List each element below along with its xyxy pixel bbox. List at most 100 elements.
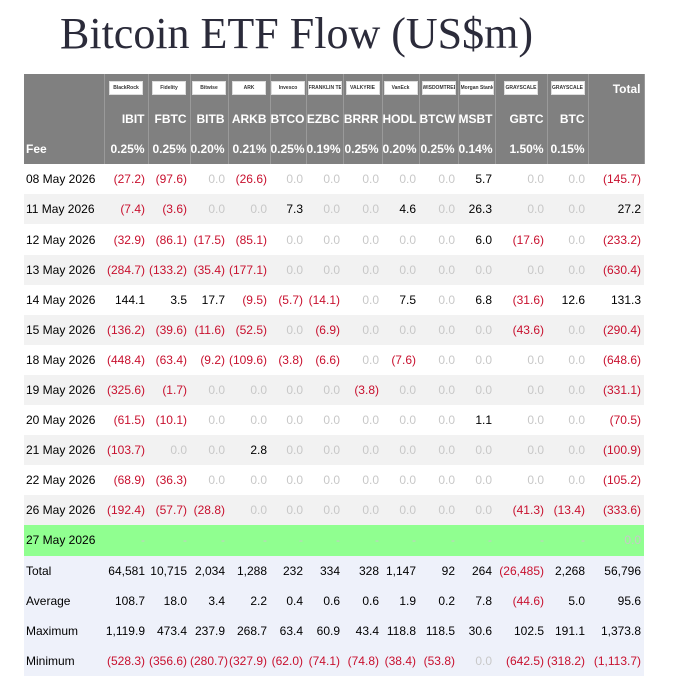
logo-cell: VanEck <box>382 74 420 105</box>
flow-value: - <box>547 525 588 556</box>
flow-value: (177.1) <box>228 254 270 285</box>
summary-value: (26,485) <box>495 555 547 586</box>
summary-value: 0.6 <box>343 585 382 616</box>
summary-value: (38.4) <box>382 645 419 676</box>
summary-value: (318.2) <box>547 645 588 676</box>
flow-value: (14.1) <box>306 284 343 315</box>
flow-value: 0.0 <box>306 224 343 255</box>
flow-value: 17.7 <box>190 284 228 315</box>
flow-value: 0.0 <box>458 374 495 406</box>
flow-value: 144.1 <box>104 284 148 315</box>
flow-value: (105.2) <box>588 465 644 496</box>
ticker: FBTC <box>148 104 191 135</box>
summary-value: 0.6 <box>306 585 343 616</box>
date: 27 May 2026 <box>24 525 104 556</box>
flow-row: 18 May 2026 (448.4) (63.4) (9.2) (109.6) (3.8… <box>24 344 644 375</box>
summary-label: Average <box>24 585 104 616</box>
flow-value: (36.3) <box>148 465 190 496</box>
logo-cell: Fidelity <box>148 74 191 105</box>
summary-value: 92 <box>419 555 458 586</box>
flow-value: 0.0 <box>458 435 495 466</box>
flow-value: 3.5 <box>148 284 190 315</box>
flow-value: 0.0 <box>458 254 495 285</box>
issuer-logo: Morgan Stanley <box>459 80 494 95</box>
flow-value: - <box>419 525 458 556</box>
corner-cell <box>24 74 105 105</box>
flow-value: (68.9) <box>104 465 148 496</box>
flow-value: (448.4) <box>104 344 148 375</box>
summary-value: 328 <box>343 555 382 586</box>
summary-value: (356.6) <box>148 645 190 676</box>
flow-value: 0.0 <box>270 374 306 406</box>
summary-value: 1,288 <box>228 555 270 586</box>
date: 22 May 2026 <box>24 465 104 496</box>
summary-value: 1,147 <box>382 555 419 586</box>
flow-value: 0.0 <box>343 465 382 496</box>
flow-value: (63.4) <box>148 344 190 375</box>
flow-value: 0.0 <box>495 164 547 195</box>
ticker: BITB <box>190 104 229 135</box>
flow-value: (100.9) <box>588 435 644 466</box>
summary-value: 7.8 <box>458 585 495 616</box>
fee: 0.15% <box>547 134 589 165</box>
logo-cell: BlackRock <box>104 74 149 105</box>
flow-value: 0.0 <box>547 465 588 496</box>
flow-value: 0.0 <box>343 224 382 255</box>
flow-row: 08 May 2026 (27.2) (97.6) 0.0 (26.6) 0.0 0.0 0.… <box>24 164 644 195</box>
summary-value: 1,119.9 <box>104 615 148 646</box>
date: 19 May 2026 <box>24 374 104 406</box>
flow-value: 0.0 <box>588 525 644 556</box>
flow-value: 27.2 <box>588 194 644 225</box>
summary-row: Maximum 1,119.9 473.4 237.9 268.7 63.4 60.9 43.… <box>24 615 644 646</box>
flow-value: 0.0 <box>270 435 306 466</box>
flow-value: 0.0 <box>382 495 419 526</box>
total-header: Total <box>588 74 645 105</box>
flow-value: 0.0 <box>495 465 547 496</box>
summary-value: 56,796 <box>588 555 644 586</box>
flow-value: (284.7) <box>104 254 148 285</box>
issuer-logo: BlackRock <box>109 80 143 95</box>
issuer-logo: ARK <box>232 80 266 95</box>
summary-value: 2,268 <box>547 555 588 586</box>
flow-value: 12.6 <box>547 284 588 315</box>
summary-value: (62.0) <box>270 645 306 676</box>
ticker: GBTC <box>495 104 548 135</box>
flow-value: (61.5) <box>104 405 148 436</box>
flow-value: 0.0 <box>270 465 306 496</box>
blank-cell <box>588 134 645 165</box>
fee: 0.25% <box>343 134 383 165</box>
flow-value: (32.9) <box>104 224 148 255</box>
summary-label: Minimum <box>24 645 104 676</box>
flow-value: 0.0 <box>190 405 228 436</box>
flow-value: 0.0 <box>306 254 343 285</box>
flow-value: (145.7) <box>588 164 644 195</box>
flow-value: 7.3 <box>270 194 306 225</box>
flow-value: 0.0 <box>306 495 343 526</box>
summary-label: Maximum <box>24 615 104 646</box>
flow-value: 0.0 <box>228 465 270 496</box>
summary-value: 118.5 <box>419 615 458 646</box>
flow-value: 4.6 <box>382 194 419 225</box>
summary-value: 18.0 <box>148 585 190 616</box>
date: 21 May 2026 <box>24 435 104 466</box>
flow-row: 21 May 2026 (103.7) 0.0 0.0 2.8 0.0 0.0 0.0 0.0 0… <box>24 435 644 466</box>
date: 14 May 2026 <box>24 284 104 315</box>
flow-value: - <box>190 525 228 556</box>
flow-row: 19 May 2026 (325.6) (1.7) 0.0 0.0 0.0 0.0 (3.8)… <box>24 374 644 406</box>
flow-value: 26.3 <box>458 194 495 225</box>
issuer-logo: VanEck <box>383 80 418 95</box>
flow-value: 0.0 <box>547 405 588 436</box>
flow-value: 0.0 <box>306 405 343 436</box>
fee: 0.21% <box>228 134 271 165</box>
logo-row: BlackRock Fidelity Bitwise ARK Invesco FRANKL… <box>24 74 645 105</box>
logo-cell: Morgan Stanley <box>458 74 496 105</box>
flow-value: 0.0 <box>343 405 382 436</box>
summary-value: (44.6) <box>495 585 547 616</box>
flow-value: 0.0 <box>382 224 419 255</box>
flow-value: (11.6) <box>190 314 228 345</box>
flow-value: 0.0 <box>306 164 343 195</box>
flow-value: 0.0 <box>419 435 458 466</box>
fee: 0.20% <box>382 134 420 165</box>
summary-value: 108.7 <box>104 585 148 616</box>
flow-value: 0.0 <box>495 374 547 406</box>
